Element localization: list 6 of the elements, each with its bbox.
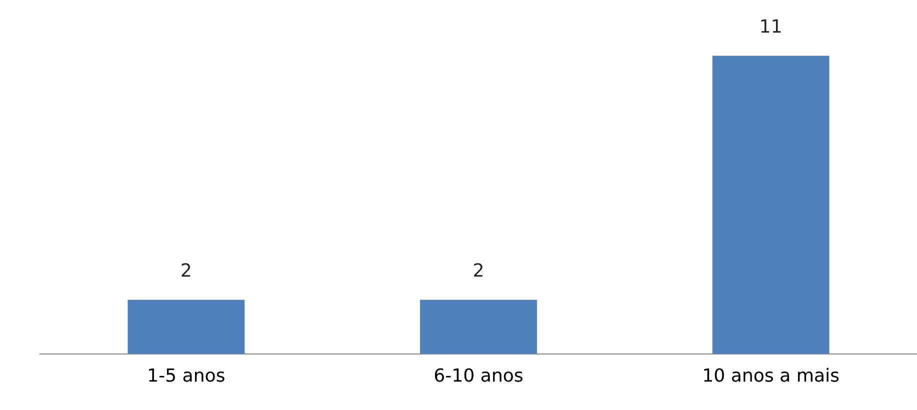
- data-label: 11: [761, 19, 781, 33]
- data-label: 2: [474, 263, 482, 277]
- x-tick-label: 10 anos a mais: [704, 368, 839, 382]
- data-label: 2: [182, 263, 190, 277]
- x-tick-label: 6-10 anos: [434, 368, 522, 382]
- x-tick-label: 1-5 anos: [149, 368, 224, 382]
